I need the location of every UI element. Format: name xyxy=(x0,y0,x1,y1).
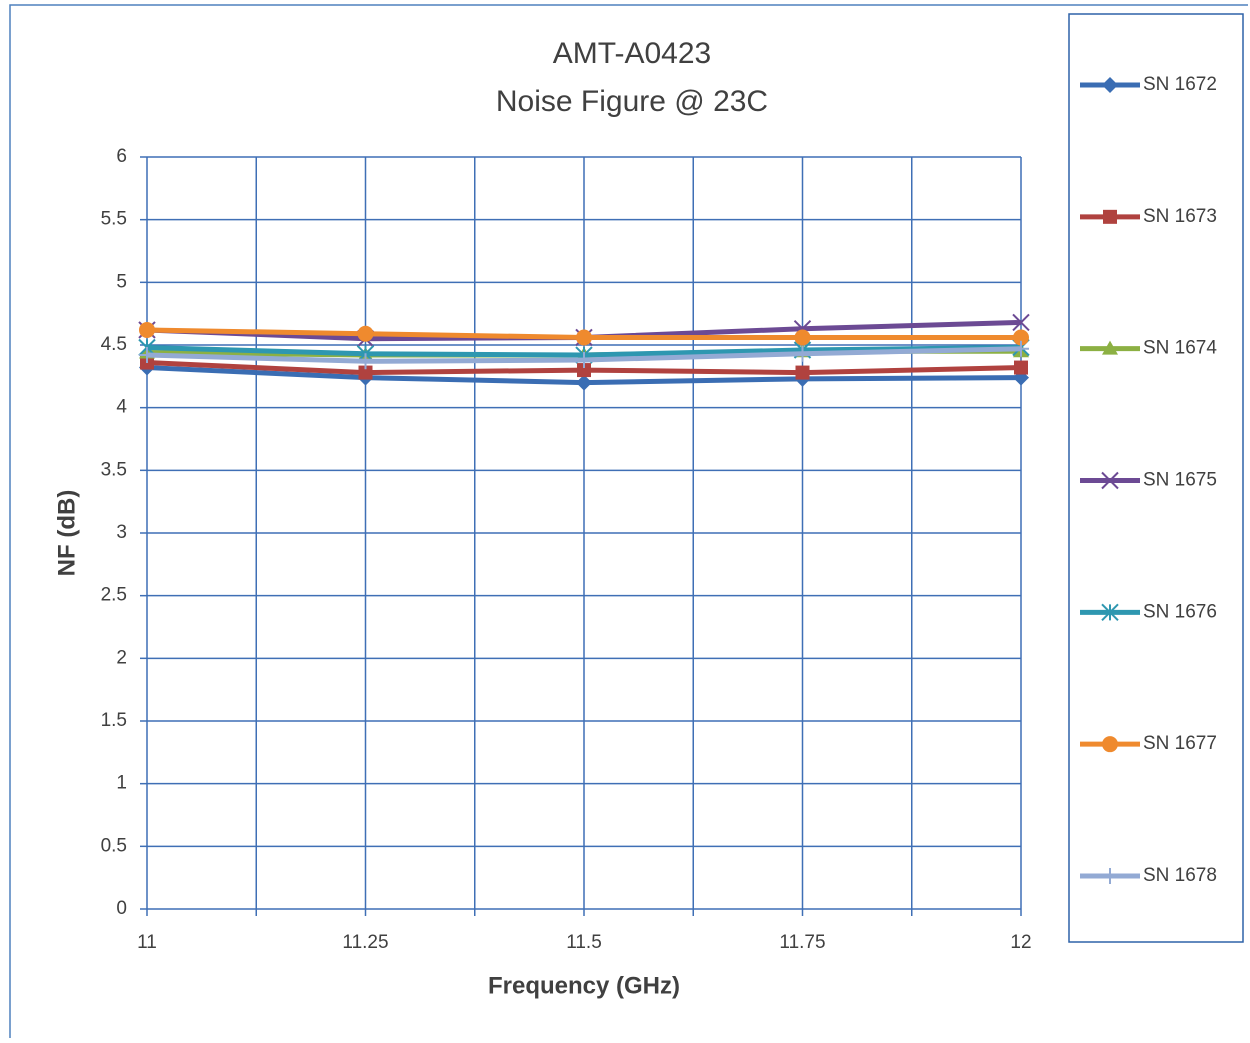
legend-marker xyxy=(1102,77,1118,93)
y-tick-label: 6 xyxy=(116,146,127,167)
x-tick-label: 11.5 xyxy=(566,932,602,953)
chart-border xyxy=(9,4,1248,1038)
y-tick-label: 1 xyxy=(116,773,127,794)
data-point xyxy=(139,347,155,364)
data-point xyxy=(794,345,811,362)
data-point xyxy=(577,363,591,378)
data-point xyxy=(1012,313,1030,332)
legend-label: SN 1675 xyxy=(1143,470,1217,491)
legend-box xyxy=(1068,13,1244,943)
data-point xyxy=(576,352,592,369)
legend-label: SN 1674 xyxy=(1143,338,1217,359)
y-tick-label: 1.5 xyxy=(101,710,127,731)
data-point xyxy=(1014,360,1028,375)
legend-label: SN 1672 xyxy=(1143,74,1217,95)
data-point xyxy=(358,365,373,380)
y-tick-label: 4.5 xyxy=(101,334,127,355)
data-point xyxy=(576,329,592,346)
y-tick-label: 5 xyxy=(116,271,127,292)
legend-label: SN 1678 xyxy=(1143,865,1217,886)
x-tick-label: 11.75 xyxy=(779,932,825,953)
legend-label: SN 1673 xyxy=(1143,206,1217,227)
data-point xyxy=(576,374,592,391)
data-point xyxy=(1013,340,1029,357)
legend-marker xyxy=(1101,603,1119,622)
y-tick-label: 5.5 xyxy=(101,209,127,230)
legend-label: SN 1677 xyxy=(1143,733,1217,754)
chart-subtitle: Noise Figure @ 23C xyxy=(496,85,768,118)
x-tick-label: 11.25 xyxy=(342,932,388,953)
x-tick-label: 11 xyxy=(137,932,157,953)
y-axis-title: NF (dB) xyxy=(53,490,80,577)
y-tick-label: 3.5 xyxy=(101,459,127,480)
y-tick-label: 4 xyxy=(116,397,127,418)
data-point xyxy=(1013,329,1029,346)
y-tick-label: 0 xyxy=(116,898,127,919)
legend-marker xyxy=(1101,471,1119,490)
x-axis-title: Frequency (GHz) xyxy=(488,972,680,999)
legend-marker xyxy=(1102,736,1118,753)
data-point xyxy=(357,353,374,370)
legend-label: SN 1676 xyxy=(1143,601,1217,622)
chart-title: AMT-A0423 xyxy=(553,37,711,70)
data-point xyxy=(794,329,811,346)
legend-marker xyxy=(1102,340,1118,355)
data-point xyxy=(357,325,374,342)
y-tick-label: 2 xyxy=(116,647,127,668)
data-point xyxy=(795,365,810,380)
y-tick-label: 3 xyxy=(116,522,127,543)
legend-marker xyxy=(1102,868,1118,884)
y-tick-label: 0.5 xyxy=(101,835,127,856)
x-tick-label: 12 xyxy=(1010,932,1031,953)
y-tick-label: 2.5 xyxy=(101,585,127,606)
data-point xyxy=(139,321,155,338)
legend-marker xyxy=(1103,209,1117,224)
